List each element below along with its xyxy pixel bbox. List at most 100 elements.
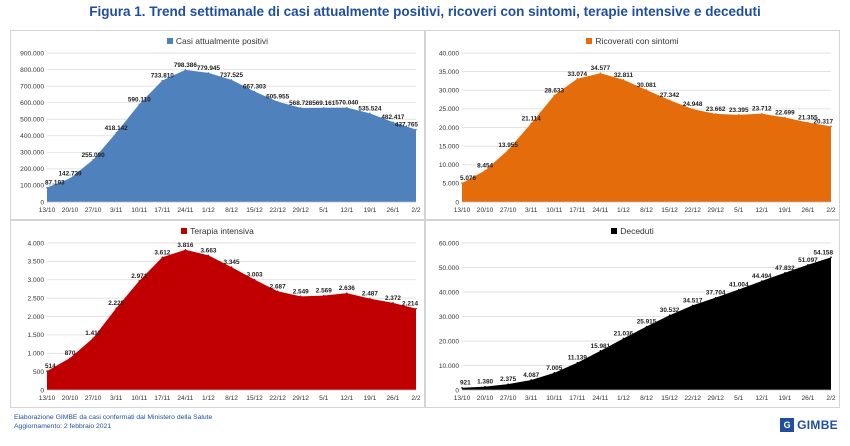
data-point — [230, 79, 233, 81]
x-tick-label: 17/11 — [154, 395, 170, 402]
data-label: 2.225 — [108, 300, 124, 307]
x-tick-label: 19/1 — [778, 395, 791, 402]
x-tick-label: 26/1 — [387, 207, 400, 214]
x-tick-label: 13/10 — [454, 395, 471, 402]
data-point — [807, 264, 809, 266]
data-label: 87.193 — [45, 180, 65, 187]
chart-legend: Deceduti — [426, 226, 839, 236]
x-tick-label: 22/12 — [684, 207, 701, 214]
y-tick-label: 700.000 — [20, 83, 44, 90]
data-point — [530, 379, 532, 381]
data-point — [622, 78, 625, 81]
legend-swatch — [166, 38, 173, 44]
x-tick-label: 24/11 — [177, 207, 193, 214]
data-label: 568.728 — [289, 100, 313, 107]
x-tick-label: 3/11 — [110, 395, 123, 402]
legend-label: Deceduti — [620, 226, 654, 236]
y-tick-label: 5.000 — [442, 181, 459, 188]
y-tick-label: 1.000 — [27, 351, 44, 358]
data-point — [115, 307, 117, 310]
data-point — [346, 106, 348, 109]
data-point — [369, 297, 371, 300]
data-point — [392, 121, 394, 123]
y-tick-label: 3.500 — [27, 259, 44, 266]
data-point — [461, 386, 463, 389]
data-point — [599, 350, 602, 352]
x-tick-label: 2/2 — [826, 207, 835, 214]
x-tick-label: 3/11 — [110, 207, 123, 214]
y-tick-label: 900.000 — [20, 50, 44, 57]
data-label: 570.040 — [335, 100, 359, 107]
chart-svg: 0 5.000 10.000 15.000 20.000 25.000 30.000 35.0… — [439, 50, 836, 214]
data-point — [253, 90, 256, 93]
x-tick-label: 20/10 — [62, 395, 79, 402]
footer-update: Aggiornamento: 2 febbraio 2021 — [14, 423, 112, 430]
data-label: 142.739 — [59, 170, 83, 177]
x-tick-label: 22/12 — [684, 395, 701, 402]
data-point — [714, 296, 717, 299]
logo-mark-icon: G — [780, 418, 795, 432]
series-area — [47, 69, 416, 203]
footer-note: Elaborazione GIMBE da casi confermati da… — [14, 413, 212, 431]
legend-label: Ricoverati con sintomi — [595, 36, 679, 46]
data-point — [622, 337, 625, 340]
x-tick-label: 8/12 — [640, 395, 653, 402]
y-tick-label: 2.000 — [27, 314, 44, 321]
data-label: 5.076 — [460, 175, 476, 182]
y-tick-label: 0 — [40, 387, 44, 394]
data-point — [276, 100, 279, 103]
y-tick-label: 10.000 — [439, 162, 460, 169]
chart-panel-ricoverati: 0 5.000 10.000 15.000 20.000 25.000 30.000 35.0… — [425, 30, 840, 220]
data-point — [115, 131, 117, 134]
data-label: 13.955 — [498, 142, 518, 149]
chart-legend: Casi attualmente positivi — [11, 36, 424, 46]
y-tick-label: 15.000 — [439, 143, 460, 150]
data-label: 54.158 — [813, 249, 833, 256]
x-tick-label: 10/11 — [131, 207, 147, 214]
data-point — [138, 280, 141, 282]
data-point — [668, 99, 671, 101]
data-label: 437.765 — [395, 122, 419, 129]
data-label: 7.005 — [546, 365, 562, 372]
series-area — [462, 73, 831, 202]
data-label: 2.214 — [402, 301, 418, 308]
y-tick-label: 30.000 — [439, 88, 460, 95]
x-tick-label: 15/12 — [661, 207, 678, 214]
data-label: 2.569 — [316, 288, 332, 295]
data-point — [530, 122, 532, 125]
x-tick-label: 8/12 — [225, 207, 238, 214]
data-point — [761, 280, 763, 282]
x-tick-label: 2/2 — [826, 395, 835, 402]
data-point — [369, 112, 371, 115]
data-point — [184, 248, 187, 251]
x-tick-label: 1/12 — [202, 395, 215, 402]
chart-legend: Terapia intensiva — [11, 226, 424, 236]
data-label: 921 — [460, 380, 471, 387]
data-label: 535.524 — [358, 105, 382, 112]
x-tick-label: 8/12 — [640, 207, 653, 214]
data-label: 2.687 — [270, 283, 286, 290]
y-tick-label: 50.000 — [439, 265, 460, 272]
y-tick-label: 20.000 — [439, 338, 460, 345]
x-tick-label: 15/12 — [661, 395, 678, 402]
data-label: 34.577 — [591, 65, 611, 72]
data-point — [691, 108, 694, 110]
data-label: 21.036 — [614, 330, 634, 337]
data-label: 27.342 — [660, 92, 680, 99]
x-tick-label: 15/12 — [246, 395, 263, 402]
data-label: 37.704 — [706, 290, 726, 297]
x-tick-label: 10/11 — [131, 395, 147, 402]
data-point — [299, 107, 302, 109]
data-label: 667.303 — [243, 84, 267, 91]
data-label: 22.699 — [775, 109, 795, 116]
legend-label: Terapia intensiva — [190, 226, 254, 236]
x-tick-label: 3/11 — [525, 207, 538, 214]
data-point — [461, 182, 463, 184]
y-tick-label: 40.000 — [439, 289, 460, 296]
data-label: 2.375 — [500, 376, 516, 383]
data-label: 15.981 — [591, 343, 611, 350]
y-tick-label: 800.000 — [20, 67, 44, 74]
data-point — [207, 72, 210, 74]
x-tick-label: 22/12 — [269, 395, 286, 402]
data-point — [184, 69, 187, 71]
